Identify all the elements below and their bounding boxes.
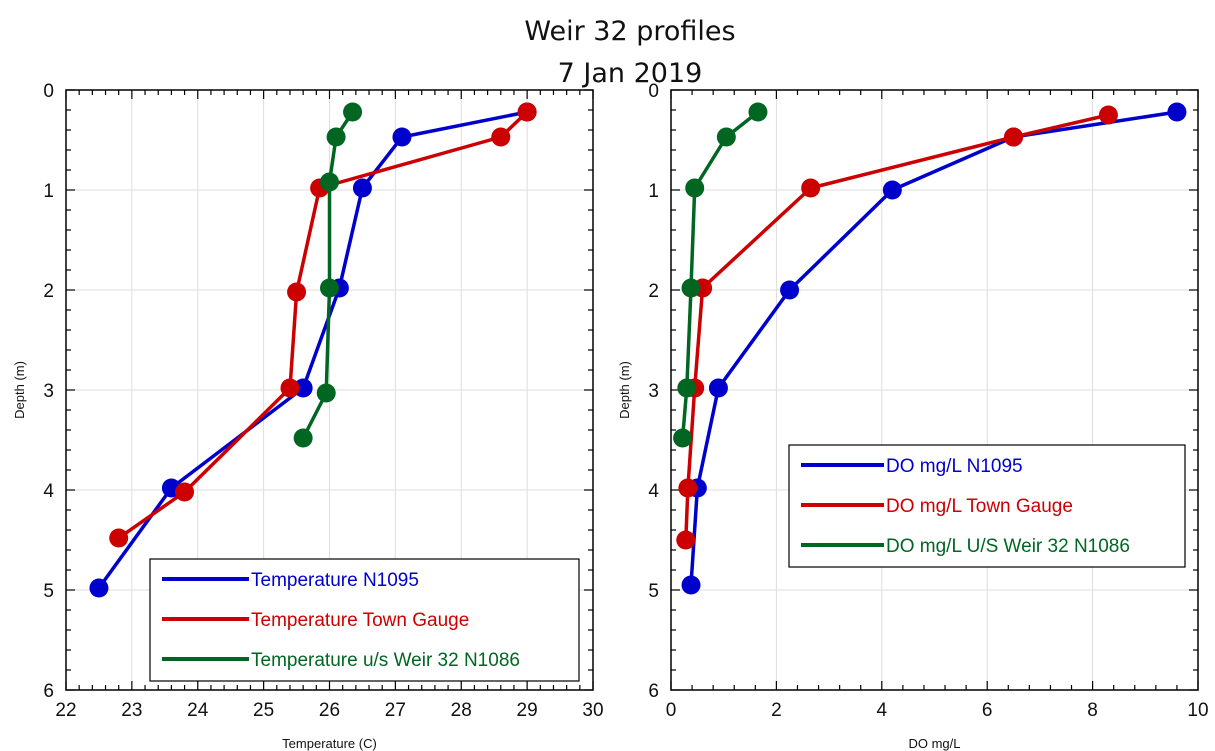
y-tick-label: 3 <box>648 381 659 402</box>
data-point <box>801 178 821 198</box>
y-tick-label: 1 <box>43 181 54 202</box>
x-tick-label: 30 <box>582 700 603 721</box>
data-point <box>676 530 696 550</box>
y-tick-label: 6 <box>43 681 54 702</box>
data-point <box>1004 127 1024 147</box>
x-axis-label: DO mg/L <box>908 736 960 751</box>
legend: Temperature N1095 Temperature Town Gauge T… <box>149 558 580 682</box>
data-point <box>780 280 800 300</box>
y-tick-label: 2 <box>648 281 659 302</box>
data-point <box>109 528 129 548</box>
x-axis-label: Temperature (C) <box>282 736 377 751</box>
axis-ticks <box>670 89 1199 691</box>
x-tick-label: 26 <box>319 700 340 721</box>
figure-subtitle: 7 Jan 2019 <box>558 58 703 89</box>
data-point <box>685 178 705 198</box>
figure-title: Weir 32 profiles <box>524 16 735 47</box>
y-tick-label: 4 <box>43 481 54 502</box>
data-point <box>293 428 313 448</box>
y-tick-label: 0 <box>648 81 659 102</box>
legend-entry: Temperature u/s Weir 32 N1086 <box>251 650 520 671</box>
y-axis-label: Depth (m) <box>617 361 632 419</box>
data-point <box>748 102 768 122</box>
data-point <box>320 278 339 298</box>
y-axis-label: Depth (m) <box>12 361 27 419</box>
data-point <box>1167 102 1187 122</box>
legend-entry: Temperature Town Gauge <box>251 610 469 631</box>
y-tick-label: 6 <box>648 681 659 702</box>
data-point <box>882 180 902 200</box>
axis-ticks <box>65 89 594 691</box>
x-tick-label: 2 <box>771 700 782 721</box>
y-tick-label: 4 <box>648 481 659 502</box>
data-point <box>320 172 339 192</box>
data-point <box>343 102 363 122</box>
data-point <box>316 383 336 403</box>
y-tick-label: 5 <box>648 581 659 602</box>
series-1 <box>109 102 537 548</box>
data-point <box>392 127 412 147</box>
x-tick-label: 23 <box>121 700 142 721</box>
do-chart: 0 2 4 6 8 10 0 1 2 3 4 5 6 DO mg/L Depth (m) DO mg/L N1… <box>617 81 1209 751</box>
data-point <box>280 378 300 398</box>
data-point <box>293 378 313 398</box>
series-0 <box>89 102 537 598</box>
x-tick-label: 22 <box>55 700 76 721</box>
series-2 <box>673 102 768 448</box>
x-tick-label: 24 <box>187 700 209 721</box>
y-tick-label: 5 <box>43 581 54 602</box>
x-tick-label: 27 <box>385 700 406 721</box>
x-tick-label: 10 <box>1187 700 1208 721</box>
data-point <box>708 378 728 398</box>
legend-entry: DO mg/L N1095 <box>886 456 1023 477</box>
data-point <box>491 127 511 147</box>
x-tick-label: 6 <box>982 700 993 721</box>
legend-entry: DO mg/L U/S Weir 32 N1086 <box>886 536 1130 557</box>
legend-entry: Temperature N1095 <box>251 570 419 591</box>
data-point <box>677 378 697 398</box>
data-point <box>678 478 698 498</box>
data-point <box>326 127 346 147</box>
x-tick-label: 8 <box>1087 700 1098 721</box>
series-1 <box>676 105 1118 550</box>
data-point <box>287 282 307 302</box>
data-point <box>681 575 701 595</box>
x-tick-label: 28 <box>451 700 472 721</box>
data-point <box>352 178 372 198</box>
x-tick-label: 29 <box>517 700 538 721</box>
x-tick-label: 25 <box>253 700 274 721</box>
x-tick-label: 0 <box>666 700 677 721</box>
series-2 <box>293 102 363 448</box>
data-point <box>673 428 693 448</box>
data-point <box>175 482 195 502</box>
data-point <box>517 102 537 122</box>
data-point <box>1098 105 1118 125</box>
x-tick-label: 4 <box>877 700 888 721</box>
y-tick-label: 2 <box>43 281 54 302</box>
grid <box>671 90 1198 690</box>
y-tick-label: 0 <box>43 81 54 102</box>
y-tick-label: 1 <box>648 181 659 202</box>
legend: DO mg/L N1095 DO mg/L Town Gauge DO mg/L U… <box>788 444 1186 568</box>
legend-entry: DO mg/L Town Gauge <box>886 496 1073 517</box>
data-point <box>681 278 701 298</box>
y-tick-label: 3 <box>43 381 54 402</box>
data-point <box>716 127 736 147</box>
data-point <box>89 578 109 598</box>
